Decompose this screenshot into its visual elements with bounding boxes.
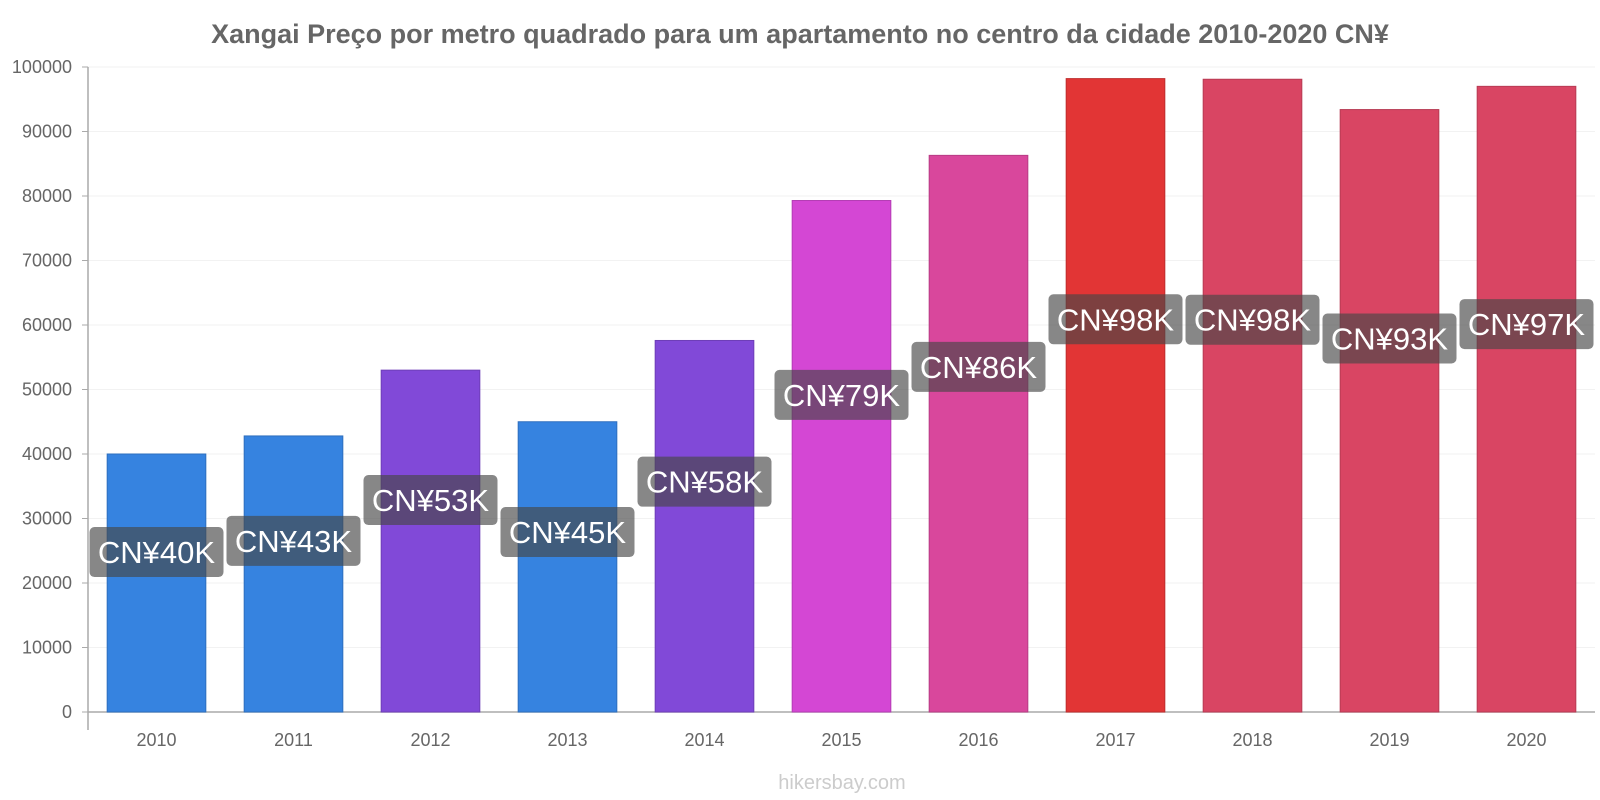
y-tick-label: 10000 [22,638,72,658]
data-label: CN¥98K [1057,302,1174,337]
data-label-box [89,527,224,578]
x-tick-label: 2014 [684,730,724,750]
x-axis-ticks: 2010 2011 2012 2013 2014 2015 2016 2017 2018 2019… [136,730,1546,750]
bar-2020 [1476,85,1577,713]
data-label-box [637,456,772,507]
watermark: hikersbay.com [778,772,905,794]
bar-2018 [1202,78,1303,713]
y-tick-label: 80000 [22,186,72,206]
x-tick-label: 2013 [547,730,587,750]
data-label-box [500,507,635,558]
data-label-box [1185,294,1320,345]
x-tick-label: 2010 [136,730,176,750]
bar-2011 [243,435,344,713]
data-label-box [1459,299,1594,350]
y-tick-label: 50000 [22,380,72,400]
data-label-box [774,369,909,420]
y-tick-label: 100000 [12,57,72,77]
data-label-box [1322,313,1457,364]
bar-2010 [106,453,207,713]
y-tick-label: 40000 [22,444,72,464]
data-label: CN¥97K [1468,307,1585,342]
y-tick-label: 20000 [22,573,72,593]
data-label: CN¥79K [783,378,900,413]
y-tick-label: 30000 [22,509,72,529]
x-tick-label: 2017 [1095,730,1135,750]
bar-2015 [791,200,892,713]
data-label: CN¥86K [920,350,1037,385]
x-tick-label: 2019 [1369,730,1409,750]
data-labels: CN¥40K CN¥43K CN¥53K CN¥45K CN¥58K CN¥79K CN¥8… [89,294,1594,578]
y-tick-label: 0 [62,702,72,722]
data-label: CN¥53K [372,483,489,518]
x-tick-label: 2016 [958,730,998,750]
data-label-box [1048,294,1183,345]
x-tick-label: 2015 [821,730,861,750]
data-label: CN¥93K [1331,321,1448,356]
bar-2017 [1065,78,1166,713]
chart-title: Xangai Preço por metro quadrado para um … [211,19,1389,49]
data-label: CN¥58K [646,465,763,500]
bar-2016 [928,154,1029,713]
data-label: CN¥43K [235,524,352,559]
bar-2013 [517,421,618,713]
data-label-box [911,341,1046,392]
y-tick-label: 60000 [22,315,72,335]
y-axis-ticks: 0 10000 20000 30000 40000 50000 60000 70000 8000… [12,57,88,722]
data-label-box [363,475,498,526]
bar-2012 [380,369,481,713]
x-tick-label: 2018 [1232,730,1272,750]
y-tick-label: 90000 [22,122,72,142]
y-tick-label: 70000 [22,251,72,271]
bar-2014 [654,339,755,713]
x-tick-label: 2012 [410,730,450,750]
data-label-box [226,515,361,566]
data-label: CN¥40K [98,535,215,570]
data-label: CN¥45K [509,515,626,550]
x-tick-label: 2011 [274,730,313,750]
x-tick-label: 2020 [1506,730,1546,750]
data-label: CN¥98K [1194,303,1311,338]
bar-2019 [1339,109,1440,713]
bars [106,78,1577,713]
